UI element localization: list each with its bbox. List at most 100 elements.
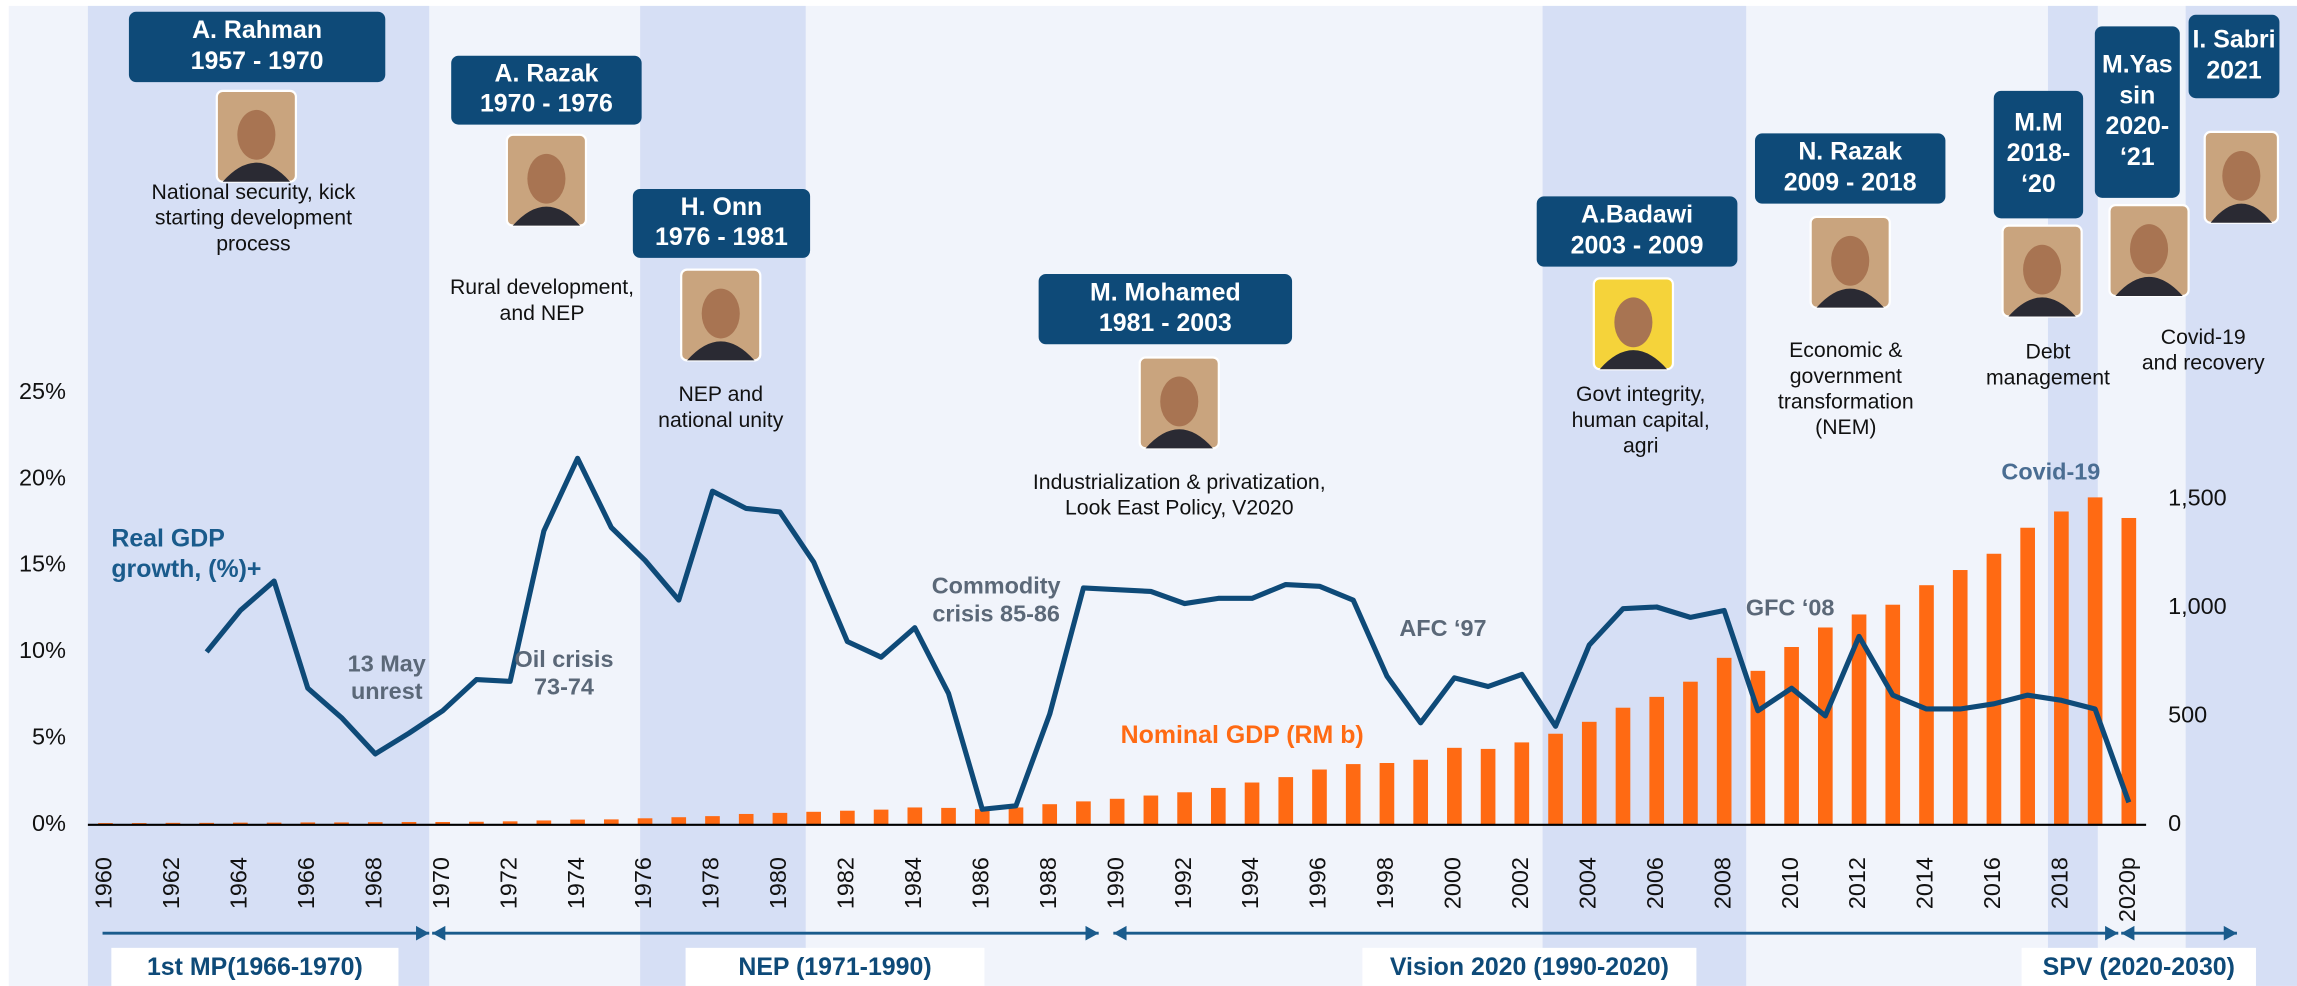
- leader-focus: management: [1986, 365, 2110, 389]
- leader-label: 1970 - 1976: [480, 90, 613, 118]
- leader-focus: national unity: [658, 408, 784, 432]
- bar: [502, 821, 518, 825]
- y2-tick-label: 0: [2168, 810, 2181, 836]
- plan-label: NEP (1971-1990): [738, 953, 931, 981]
- x-tick-label: 1988: [1035, 857, 1061, 909]
- leader-label: N. Razak: [1798, 138, 1902, 166]
- event-label: GFC ‘08: [1746, 595, 1835, 621]
- bar: [1716, 657, 1732, 825]
- leader-box: [2094, 26, 2180, 198]
- portrait-body: [222, 162, 291, 182]
- x-tick-label: 2004: [1574, 857, 1600, 909]
- bar: [570, 819, 585, 825]
- bar: [1244, 782, 1260, 825]
- x-tick-label: 2000: [1440, 857, 1466, 909]
- bar: [1042, 804, 1058, 825]
- bar: [637, 818, 653, 825]
- leader-label: A. Rahman: [192, 16, 322, 44]
- x-tick-label: 2006: [1642, 857, 1668, 909]
- bar: [334, 822, 349, 825]
- bar: [1615, 707, 1631, 825]
- bar: [1447, 747, 1462, 825]
- portrait-body: [1816, 288, 1884, 308]
- plan-label: SPV (2020-2030): [2043, 953, 2235, 981]
- leader-label: M. Mohamed: [1090, 278, 1241, 306]
- bar: [1952, 570, 1968, 825]
- portrait-body: [512, 206, 581, 226]
- bar: [1986, 553, 2002, 825]
- x-tick-label: 1964: [226, 857, 252, 909]
- plan-box: [685, 947, 985, 986]
- leader-label: 2003 - 2009: [1571, 231, 1704, 259]
- leader-label: H. Onn: [681, 193, 763, 221]
- leader-focus: (NEM): [1815, 415, 1876, 439]
- portrait-body: [1599, 350, 1668, 370]
- leader-focus: starting development: [155, 206, 352, 230]
- portrait-face: [237, 109, 276, 160]
- bar: [1278, 777, 1294, 825]
- x-tick-label: 1962: [158, 857, 184, 909]
- leader-label: 2018-: [2007, 139, 2071, 167]
- x-tick-label: 1984: [900, 857, 926, 909]
- portrait-face: [2222, 150, 2261, 201]
- leader-focus: transformation: [1778, 390, 1914, 414]
- portrait-face: [701, 288, 740, 339]
- x-tick-label: 1998: [1372, 857, 1398, 909]
- y-tick-label: 0%: [32, 810, 66, 836]
- leader-box: [1993, 90, 2084, 219]
- leader-label: sin: [2119, 81, 2155, 109]
- bar: [2020, 527, 2035, 825]
- leader-box: [632, 189, 811, 258]
- portrait-body: [1145, 429, 1213, 449]
- leader-label: 2021: [2206, 56, 2262, 84]
- y-tick-label: 15%: [19, 551, 66, 577]
- bar: [738, 813, 754, 825]
- x-tick-label: 2014: [1912, 857, 1938, 909]
- bar: [1683, 681, 1698, 825]
- y-tick-label: 25%: [19, 378, 66, 404]
- leader-box: [128, 11, 386, 83]
- bar: [1919, 585, 1934, 825]
- y-tick-label: 20%: [19, 464, 66, 490]
- plan-arrowhead: [1113, 925, 1127, 941]
- plan-box: [2021, 947, 2256, 986]
- leader-label: M.M: [2014, 108, 2062, 136]
- plan-arrowhead: [1085, 925, 1099, 941]
- x-tick-label: 1960: [91, 857, 117, 909]
- plan-label: 1st MP(1966-1970): [147, 953, 363, 981]
- event-label: Covid-19: [2001, 458, 2100, 484]
- leader-focus: and recovery: [2142, 351, 2265, 375]
- x-tick-label: 2010: [1777, 857, 1803, 909]
- bar: [435, 821, 451, 825]
- x-tick-label: 2012: [1844, 857, 1870, 909]
- portrait-body: [2115, 276, 2183, 296]
- leader-focus: Industrialization & privatization,: [1033, 470, 1326, 494]
- bar: [907, 807, 923, 825]
- y2-tick-label: 1,500: [2168, 485, 2227, 511]
- leader-box: [1536, 196, 1738, 267]
- x-tick-label: 1976: [630, 857, 656, 909]
- bar: [1514, 742, 1530, 825]
- bar: [1817, 627, 1833, 825]
- bar: [1480, 748, 1496, 825]
- leader-label: ‘21: [2120, 143, 2155, 171]
- plan-arrowhead: [2105, 925, 2119, 941]
- leader-label: 1976 - 1981: [655, 223, 788, 251]
- x-tick-label: 2002: [1507, 857, 1533, 909]
- bar: [1581, 721, 1597, 825]
- x-tick-label: 1972: [495, 857, 521, 909]
- x-tick-label: 1974: [563, 857, 589, 909]
- event-label: 13 May: [348, 650, 426, 676]
- leader-label: A.Badawi: [1581, 201, 1693, 229]
- x-tick-label: 2018: [2047, 857, 2073, 909]
- leader-focus: government: [1790, 364, 1902, 388]
- legend-label: Nominal GDP (RM b): [1120, 720, 1364, 749]
- leader-focus: Rural development,: [450, 275, 634, 299]
- leader-focus: NEP and: [678, 382, 763, 406]
- x-tick-label: 2016: [1979, 857, 2005, 909]
- leader-box: [1038, 273, 1293, 345]
- bar: [705, 816, 720, 825]
- event-label: AFC ‘97: [1399, 615, 1486, 641]
- leader-focus: Govt integrity,: [1576, 382, 1705, 406]
